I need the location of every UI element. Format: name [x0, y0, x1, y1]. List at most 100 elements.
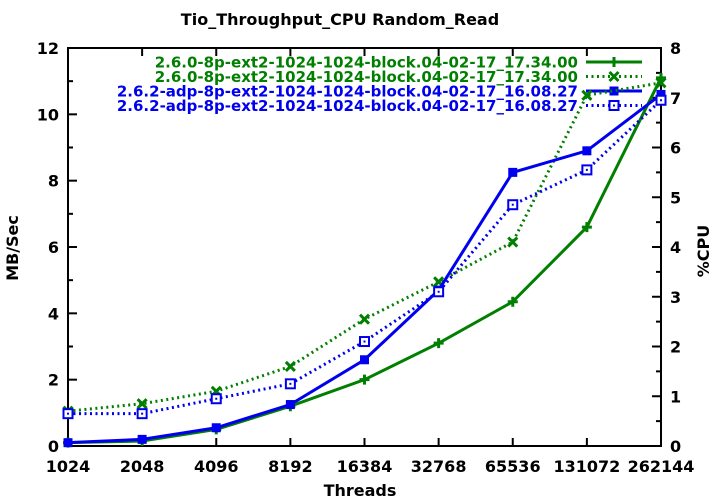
- series-marker-cross: [358, 313, 371, 325]
- legend-label: 2.6.0-8p-ext2-1024-1024-block.04-02-17_1…: [155, 54, 578, 72]
- series-marker-square-open: [62, 408, 74, 420]
- series-marker-plus: [507, 296, 518, 307]
- cross-marker-icon: [507, 236, 519, 248]
- y-axis-label: MB/Sec: [3, 215, 22, 281]
- open-square-marker-dot: [67, 412, 69, 415]
- open-square-marker-dot: [511, 203, 514, 206]
- series-1: [62, 77, 667, 417]
- series-marker-square-open: [359, 336, 370, 348]
- series-marker-plus: [433, 338, 444, 349]
- y2-axis-label: %CPU: [694, 224, 713, 278]
- legend: 2.6.0-8p-ext2-1024-1024-block.04-02-17_1…: [117, 54, 642, 115]
- y-tick-label: 0: [48, 437, 59, 456]
- open-square-marker-dot: [437, 290, 440, 293]
- series-marker-square-filled: [211, 423, 221, 433]
- y-tick-label: 4: [48, 304, 59, 323]
- series-marker-square-open: [433, 286, 445, 298]
- series-line: [67, 77, 663, 445]
- series-line: [67, 93, 662, 445]
- series-marker-square-open: [210, 393, 222, 405]
- y2-tick-label: 3: [670, 288, 681, 307]
- x-tick-label: 2048: [120, 457, 165, 476]
- y2-tick-label: 7: [670, 89, 681, 108]
- series-marker-square-filled: [137, 434, 147, 444]
- filled-square-marker-icon: [508, 167, 518, 177]
- cross-marker-icon: [581, 89, 593, 101]
- y-tick-label: 10: [37, 105, 59, 124]
- x-tick-label: 65536: [485, 457, 541, 476]
- plot-border: [67, 47, 662, 447]
- y2-tick-label: 0: [670, 437, 681, 456]
- plus-marker-icon: [359, 374, 370, 385]
- series-marker-square-open: [581, 164, 593, 176]
- series-marker-cross: [284, 360, 296, 372]
- cross-marker-icon: [655, 77, 667, 89]
- y2-tick-label: 8: [670, 39, 681, 58]
- filled-square-marker-icon: [63, 438, 73, 448]
- cross-marker-icon: [358, 313, 371, 325]
- y-tick-label: 12: [37, 39, 59, 58]
- series-line: [68, 99, 663, 416]
- x-tick-label: 8192: [268, 457, 313, 476]
- series-marker-plus: [359, 374, 370, 385]
- plus-marker-icon: [433, 338, 444, 349]
- legend-label: 2.6.0-8p-ext2-1024-1024-block.04-02-17_1…: [155, 68, 578, 86]
- filled-square-marker-icon: [609, 86, 619, 96]
- series-marker-square-filled: [656, 89, 666, 99]
- x-tick-label: 131072: [553, 457, 620, 476]
- x-tick-label: 262144: [628, 457, 695, 476]
- plus-marker-icon: [507, 296, 518, 307]
- open-square-marker-dot: [141, 412, 144, 415]
- open-square-marker-dot: [363, 340, 366, 343]
- y2-tick-label: 2: [670, 338, 681, 357]
- open-square-marker-dot: [289, 382, 292, 385]
- filled-square-marker-icon: [137, 434, 147, 444]
- series-marker-cross: [581, 89, 593, 101]
- series-line: [67, 81, 662, 413]
- x-axis-label: Threads: [323, 481, 397, 500]
- series-marker-square-open: [608, 100, 620, 111]
- legend-label: 2.6.2-adp-8p-ext2-1024-1024-block.04-02-…: [117, 83, 578, 101]
- y2-tick-label: 5: [670, 188, 681, 207]
- series-3: [62, 94, 667, 420]
- series-marker-cross: [136, 398, 148, 410]
- series-marker-square-filled: [285, 400, 295, 410]
- x-tick-label: 16384: [337, 457, 393, 476]
- filled-square-marker-icon: [360, 355, 369, 365]
- cross-marker-icon: [608, 70, 620, 83]
- series-marker-square-open: [655, 94, 667, 106]
- plus-marker-icon: [609, 57, 619, 67]
- series-marker-cross: [507, 236, 519, 248]
- open-square-marker-dot: [585, 168, 588, 171]
- series-marker-cross: [655, 77, 667, 89]
- y2-tick-label: 4: [670, 238, 681, 257]
- series-2: [63, 89, 666, 448]
- legend-row: 2.6.0-8p-ext2-1024-1024-block.04-02-17_1…: [155, 68, 642, 86]
- filled-square-marker-icon: [582, 146, 592, 156]
- series-marker-cross: [608, 70, 620, 83]
- x-tick-label: 32768: [411, 457, 467, 476]
- filled-square-marker-icon: [285, 400, 295, 410]
- legend-label: 2.6.2-adp-8p-ext2-1024-1024-block.04-02-…: [117, 97, 578, 115]
- series-marker-square-open: [284, 378, 296, 390]
- series-marker-plus: [609, 57, 619, 67]
- series-marker-square-filled: [609, 86, 619, 96]
- cross-marker-icon: [284, 360, 296, 372]
- legend-row: 2.6.0-8p-ext2-1024-1024-block.04-02-17_1…: [155, 54, 642, 72]
- series-marker-square-open: [136, 408, 148, 420]
- y-tick-label: 8: [48, 172, 59, 191]
- series-marker-square-open: [507, 199, 519, 211]
- series-marker-square-filled: [63, 438, 73, 448]
- legend-row: 2.6.2-adp-8p-ext2-1024-1024-block.04-02-…: [117, 83, 642, 101]
- y2-tick-label: 1: [670, 387, 681, 406]
- series-0: [63, 72, 666, 448]
- open-square-marker-dot: [215, 397, 218, 400]
- x-tick-label: 1024: [46, 457, 91, 476]
- series-marker-plus: [581, 222, 592, 233]
- cross-marker-icon: [136, 398, 148, 410]
- open-square-marker-dot: [660, 99, 662, 102]
- series-marker-square-filled: [508, 167, 518, 177]
- open-square-marker-dot: [613, 104, 615, 107]
- y-tick-label: 6: [48, 238, 59, 257]
